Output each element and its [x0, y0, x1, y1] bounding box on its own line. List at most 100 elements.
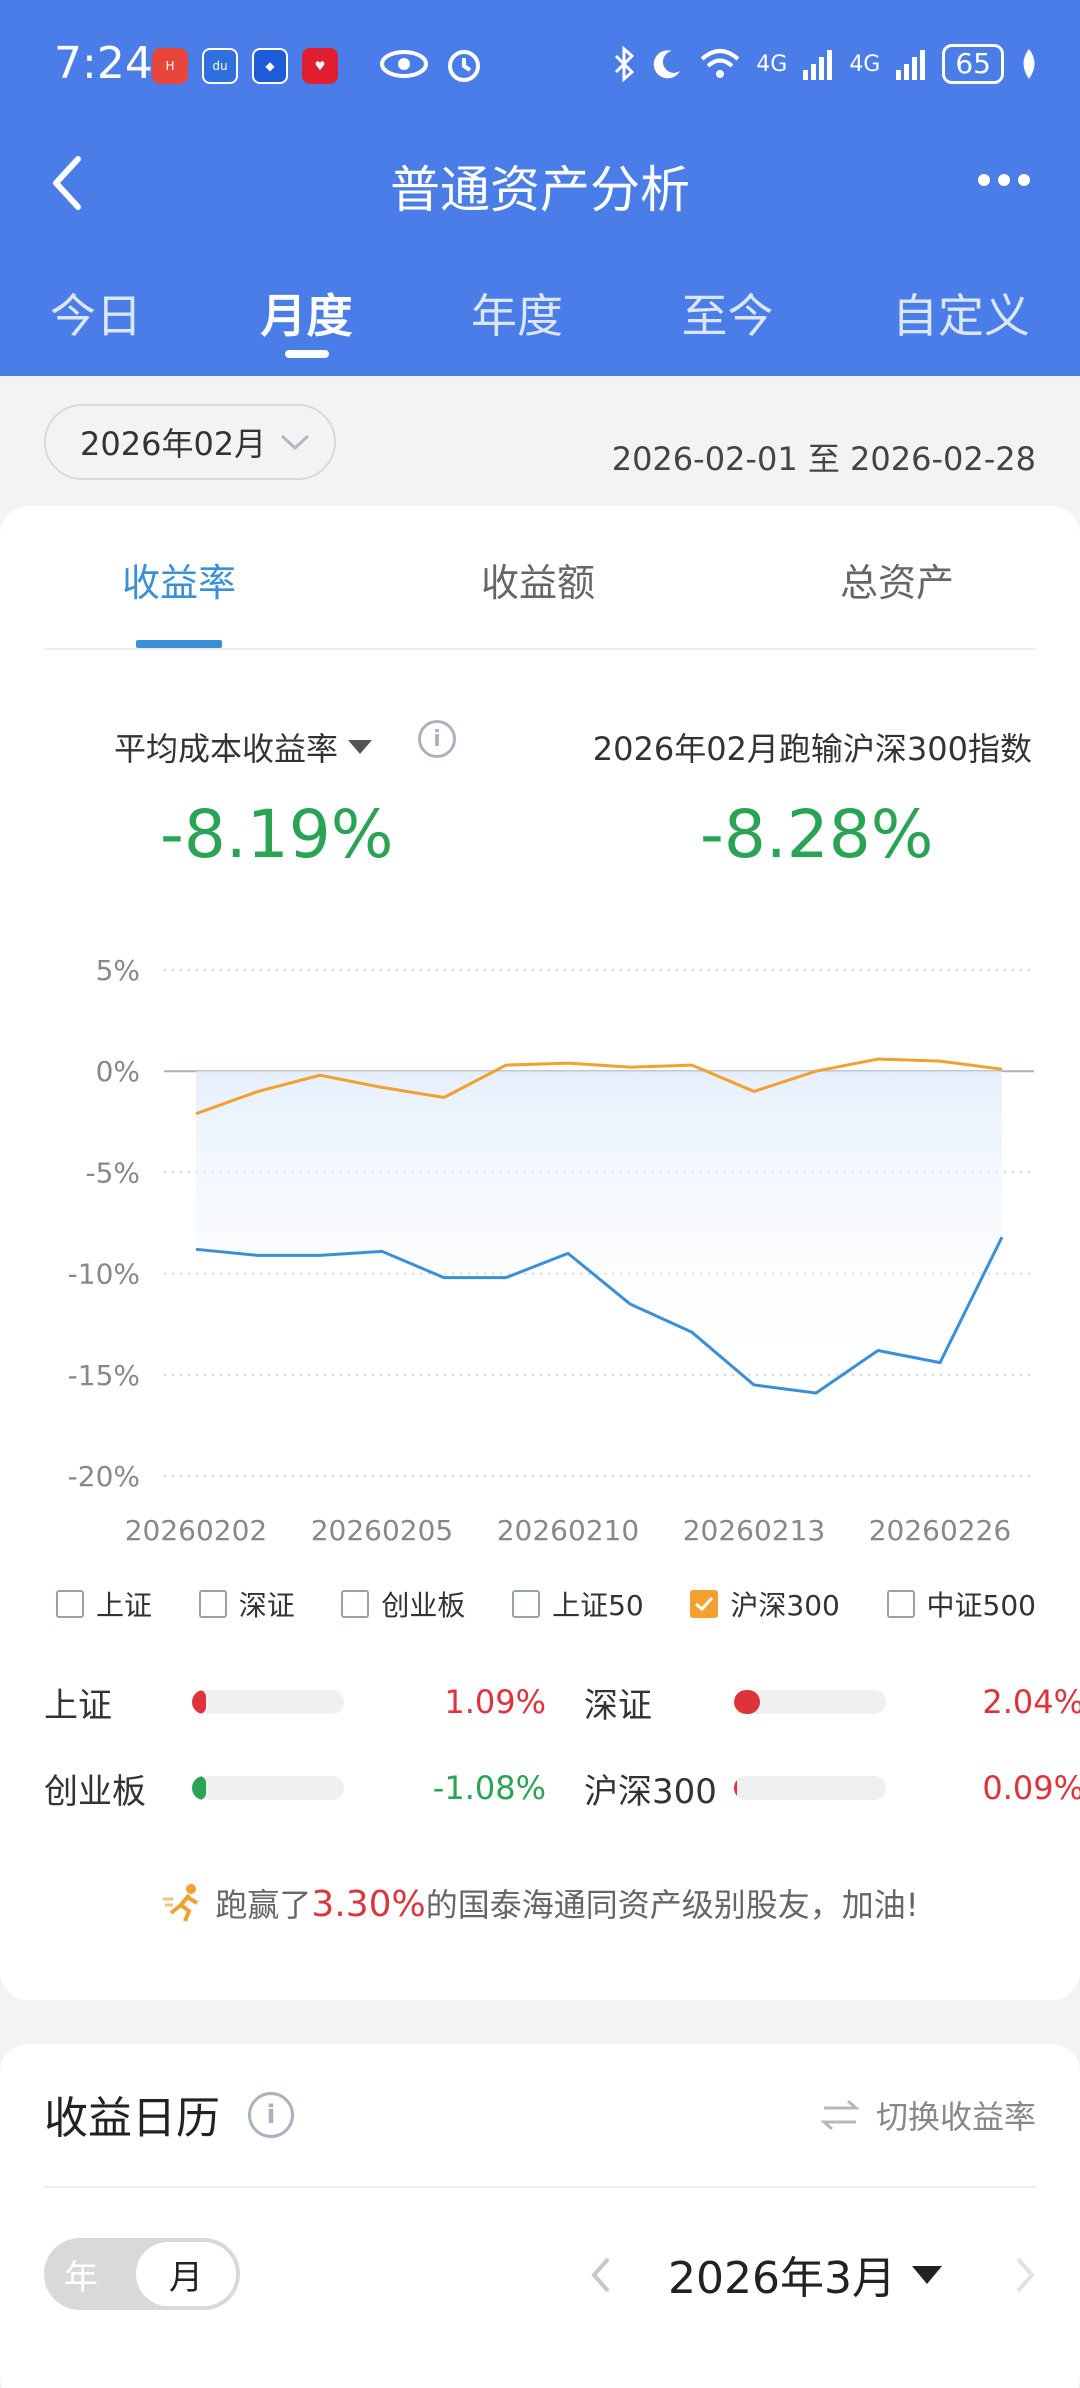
- switch-return-rate-button[interactable]: 切换收益率: [819, 2092, 1036, 2138]
- moon-icon: [653, 50, 681, 79]
- x-tick-label: 20260202: [125, 1514, 268, 1547]
- month-select[interactable]: 2026年02月: [44, 404, 336, 480]
- checkbox[interactable]: [886, 1590, 915, 1618]
- index-value: -1.08%: [432, 1769, 546, 1807]
- index-name: 创业板: [44, 1771, 146, 1812]
- index-bar-fill: [734, 1690, 760, 1714]
- index-check-2[interactable]: 创业板: [341, 1584, 465, 1624]
- network-label-2: 4G: [849, 51, 881, 77]
- swap-icon: [819, 2099, 860, 2131]
- tab-yearly[interactable]: 年度: [471, 289, 563, 343]
- battery-indicator: 65: [942, 44, 1004, 84]
- month-select-value: 2026年02月: [80, 425, 267, 463]
- active-tab-underline: [136, 640, 222, 648]
- current-month[interactable]: 2026年3月: [668, 2253, 896, 2304]
- more-dot-icon: [1018, 174, 1030, 186]
- switch-label: 切换收益率: [875, 2098, 1036, 2136]
- index-value: 0.09%: [982, 1769, 1080, 1807]
- info-icon[interactable]: i: [418, 720, 456, 758]
- analysis-card: 收益率 收益额 总资产 平均成本收益率 i 2026年02月跑输沪深300指数 …: [0, 506, 1080, 2000]
- wifi-icon: [700, 49, 740, 78]
- chevron-left-icon: [53, 156, 81, 210]
- chevron-down-icon: [281, 434, 310, 451]
- index-bar: [192, 1690, 344, 1714]
- index-check-label: 沪深300: [730, 1589, 840, 1622]
- signal-icon-2: [896, 50, 926, 80]
- seg-year-option[interactable]: 年: [64, 2258, 98, 2298]
- triangle-down-icon: [912, 2266, 942, 2284]
- y-tick-label: -5%: [85, 1156, 140, 1189]
- index-bar-fill: [192, 1690, 206, 1714]
- shield-app-icon: ◆: [252, 48, 288, 84]
- series-line-1: [195, 1057, 1003, 1116]
- index-check-4[interactable]: 沪深300: [690, 1584, 840, 1624]
- page-title: 普通资产分析: [390, 161, 690, 219]
- index-check-label: 上证: [96, 1589, 153, 1622]
- alarm-icon: [448, 50, 480, 82]
- y-tick-label: -20%: [68, 1460, 140, 1493]
- y-tick-label: -15%: [68, 1359, 140, 1392]
- calendar-card: 收益日历 i 切换收益率 年 月 2026年3月: [0, 2044, 1080, 2388]
- back-button[interactable]: [36, 148, 96, 218]
- tab-to-date[interactable]: 至今: [681, 289, 774, 343]
- x-tick-label: 20260205: [311, 1514, 454, 1547]
- index-value: 1.09%: [444, 1683, 546, 1721]
- nav-bar: 普通资产分析: [0, 130, 1080, 240]
- index-bar: [734, 1690, 886, 1714]
- eye-icon: [380, 50, 428, 78]
- tab-today[interactable]: 今日: [50, 289, 142, 343]
- kpi-left-value: -8.19%: [160, 796, 394, 873]
- index-bar-fill: [734, 1776, 738, 1800]
- more-dot-icon: [978, 174, 990, 186]
- checkbox[interactable]: [56, 1590, 84, 1618]
- network-label-1: 4G: [756, 51, 788, 77]
- checkbox[interactable]: [198, 1590, 227, 1618]
- index-row: 上证 1.09% 深证 2.04%: [44, 1672, 1080, 1758]
- tab-monthly[interactable]: 月度: [261, 280, 353, 376]
- year-month-toggle: 年 月: [44, 2238, 240, 2310]
- prev-month-button[interactable]: [580, 2250, 620, 2300]
- bluetooth-icon: [615, 46, 635, 82]
- seg-month-option[interactable]: 月: [136, 2242, 236, 2306]
- metric-tabs: 收益率 收益额 总资产: [44, 506, 1036, 650]
- leaf-icon: [1023, 49, 1035, 79]
- calendar-info-icon[interactable]: i: [248, 2092, 294, 2138]
- tab-return-rate[interactable]: 收益率: [122, 561, 237, 605]
- month-dropdown-button[interactable]: [910, 2264, 944, 2290]
- index-checkboxes: 上证 深证 创业板 上证50 沪深300 中证500: [56, 1574, 1036, 1634]
- more-button[interactable]: [964, 150, 1044, 210]
- status-icons-left: [380, 44, 484, 84]
- index-row: 创业板 -1.08% 沪深300 0.09%: [44, 1758, 1080, 1844]
- encourage-suffix: 的国泰海通同资产级别股友，加油!: [425, 1886, 919, 1924]
- date-range: 2026-02-01 至 2026-02-28: [611, 440, 1036, 478]
- y-tick-label: 0%: [96, 1055, 140, 1088]
- avg-cost-return-selector[interactable]: 平均成本收益率: [114, 724, 374, 770]
- kpi-right-label: 2026年02月跑输沪深300指数: [592, 730, 1032, 768]
- index-check-0[interactable]: 上证: [56, 1584, 152, 1624]
- encourage-prefix: 跑赢了: [215, 1886, 312, 1924]
- tab-return-amount[interactable]: 收益额: [481, 561, 596, 605]
- index-comparison: 上证 1.09% 深证 2.04% 创业板 -1.08% 沪深300 0.09%: [44, 1672, 1080, 1844]
- index-check-5[interactable]: 中证500: [886, 1584, 1036, 1624]
- encourage-value: 3.30%: [311, 1884, 426, 1925]
- index-bar: [192, 1776, 344, 1800]
- next-month-button[interactable]: [1006, 2250, 1046, 2300]
- status-icons-right: 4G 4G 65: [612, 44, 1040, 84]
- period-tabs: 今日 月度 年度 至今 自定义: [0, 280, 1080, 376]
- index-check-1[interactable]: 深证: [198, 1584, 295, 1624]
- tab-custom[interactable]: 自定义: [892, 289, 1030, 343]
- notification-icons: H du ◆ ♥: [152, 48, 338, 84]
- index-name: 上证: [44, 1685, 112, 1726]
- x-tick-label: 20260226: [869, 1514, 1012, 1547]
- checkbox[interactable]: [512, 1590, 541, 1618]
- y-tick-label: 5%: [96, 954, 140, 987]
- x-tick-label: 20260210: [497, 1514, 640, 1547]
- encourage-message: 跑赢了3.30%的国泰海通同资产级别股友，加油!: [0, 1880, 1080, 1926]
- index-check-3[interactable]: 上证50: [512, 1584, 644, 1624]
- tab-total-assets[interactable]: 总资产: [840, 561, 955, 605]
- index-name: 沪深300: [584, 1771, 717, 1812]
- chevron-right-icon: [1016, 2257, 1035, 2293]
- running-icon: [163, 1884, 199, 1922]
- checkbox[interactable]: [690, 1590, 719, 1618]
- checkbox[interactable]: [341, 1590, 370, 1618]
